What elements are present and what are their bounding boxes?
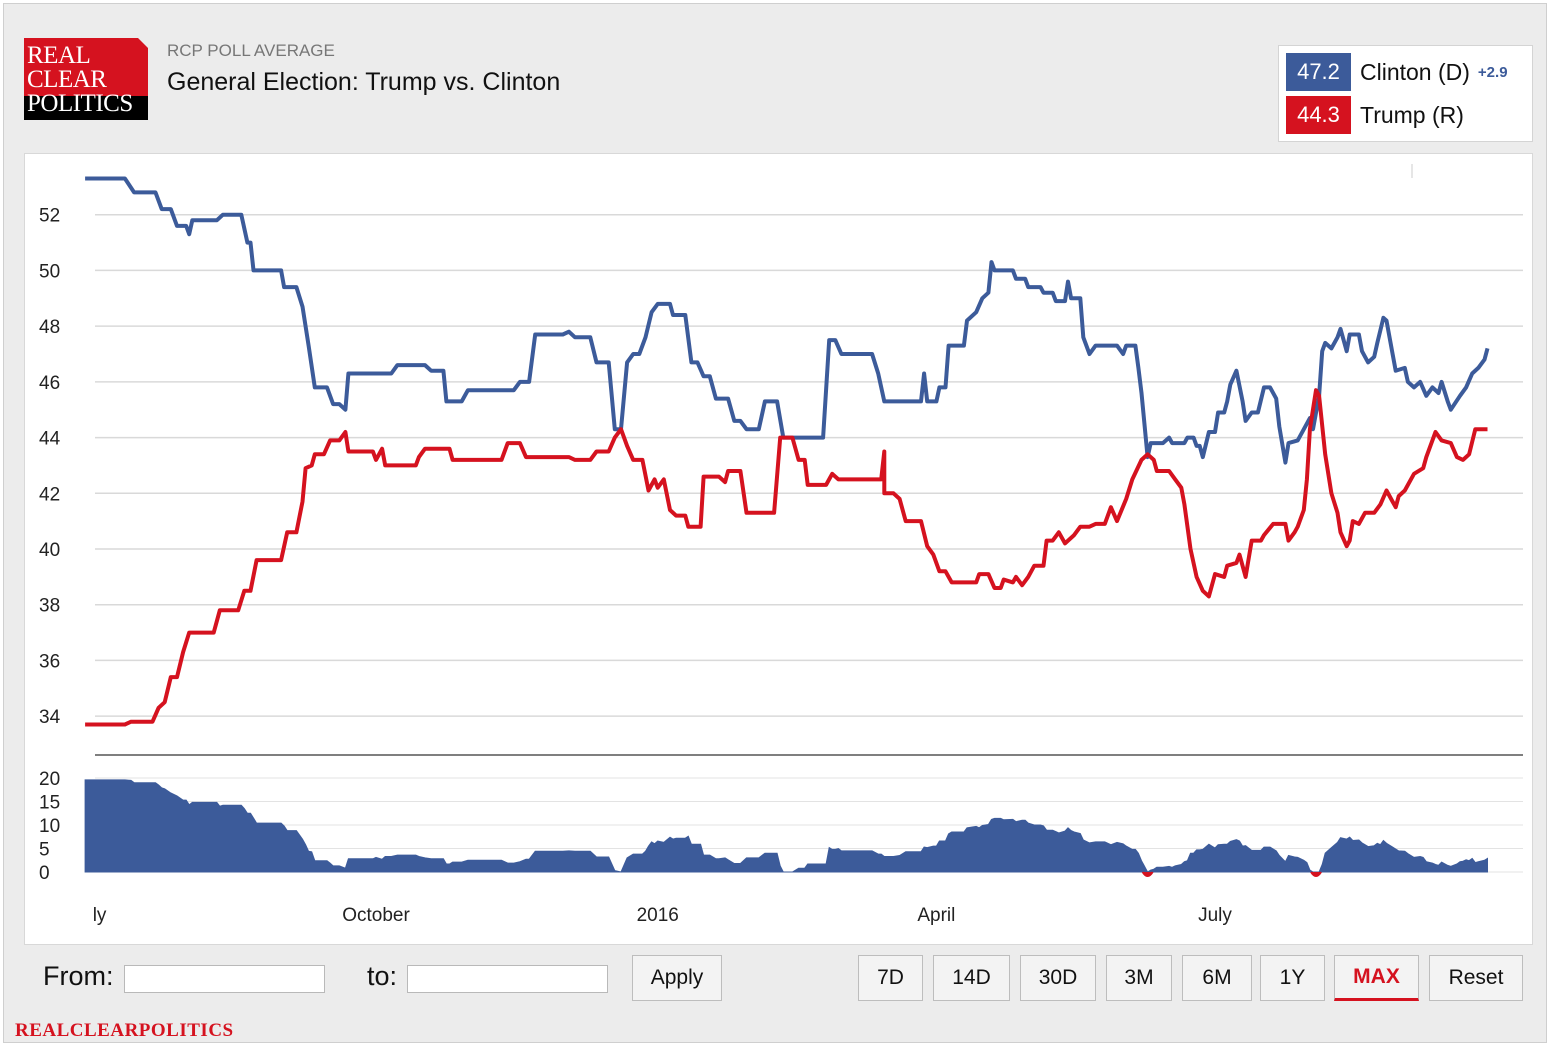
range-14d-button[interactable]: 14D: [933, 955, 1010, 1001]
footer-brand[interactable]: REALCLEARPOLITICS: [15, 1020, 234, 1041]
y-tick-label: 48: [39, 317, 60, 338]
legend-clinton-name: Clinton (D): [1360, 58, 1470, 85]
x-tick-label: April: [917, 905, 955, 926]
range-1y-button[interactable]: 1Y: [1260, 955, 1325, 1001]
spread-area: [84, 779, 1489, 873]
y-tick-label: 50: [39, 261, 60, 282]
to-date-input[interactable]: [407, 965, 608, 993]
y-tick-label: 52: [39, 206, 60, 227]
y-tick-label: 36: [39, 651, 60, 672]
chart-title: General Election: Trump vs. Clinton: [167, 68, 561, 96]
range-6m-button[interactable]: 6M: [1182, 955, 1252, 1001]
chart-widget: REAL CLEAR POLITICS RCP POLL AVERAGE Gen…: [3, 3, 1547, 1043]
y-tick-label: 38: [39, 596, 60, 617]
navigator-y-label: 10: [39, 816, 60, 837]
range-3m-button[interactable]: 3M: [1106, 955, 1172, 1001]
legend-clinton-value: 47.2: [1286, 53, 1351, 91]
legend-trump-value: 44.3: [1286, 96, 1351, 134]
series-line-clinton: [85, 176, 1490, 465]
legend-clinton-spread: +2.9: [1477, 63, 1508, 81]
legend-trump-name: Trump (R): [1360, 101, 1464, 128]
legend-clinton: 47.2 Clinton (D) +2.9: [1286, 53, 1508, 91]
legend: 47.2 Clinton (D) +2.9 44.3 Trump (R): [1278, 45, 1533, 142]
y-tick-label: 42: [39, 484, 60, 505]
navigator-y-label: 20: [39, 769, 60, 790]
series-line-trump: [85, 388, 1488, 727]
negative-spread-marker: [1141, 871, 1322, 877]
reset-button[interactable]: Reset: [1429, 955, 1523, 1001]
y-tick-label: 44: [39, 429, 61, 450]
to-label: to:: [367, 961, 398, 991]
from-date-input[interactable]: [124, 965, 325, 993]
navigator-y-label: 15: [39, 793, 60, 814]
y-tick-label: 34: [39, 707, 61, 728]
chart-kicker: RCP POLL AVERAGE: [167, 41, 335, 60]
rcp-logo[interactable]: REAL CLEAR POLITICS: [24, 38, 148, 120]
plot-area[interactable]: 34 36 38 40 42 44 46 48 50 52 0 5 10 15 20 uly October 20…: [24, 153, 1533, 945]
y-tick-label: 40: [39, 540, 60, 561]
navigator-y-label: 0: [39, 863, 50, 884]
x-tick-label: October: [342, 905, 410, 926]
range-30d-button[interactable]: 30D: [1020, 955, 1096, 1001]
x-tick-label: July: [1198, 905, 1232, 926]
x-tick-label: 2016: [637, 905, 679, 926]
date-range-controls: From: to: Apply 7D 14D 30D 3M 6M 1Y MAX …: [24, 945, 1533, 1012]
y-tick-label: 46: [39, 373, 60, 394]
logo-wordmark: REAL CLEAR POLITICS: [27, 42, 133, 117]
apply-button[interactable]: Apply: [632, 955, 722, 1001]
x-axis-left-mask: [25, 894, 93, 934]
range-max-button[interactable]: MAX: [1334, 955, 1419, 1001]
legend-trump: 44.3 Trump (R): [1286, 96, 1464, 134]
range-7d-button[interactable]: 7D: [858, 955, 923, 1001]
navigator-y-label: 5: [39, 840, 50, 861]
from-label: From:: [43, 961, 114, 991]
